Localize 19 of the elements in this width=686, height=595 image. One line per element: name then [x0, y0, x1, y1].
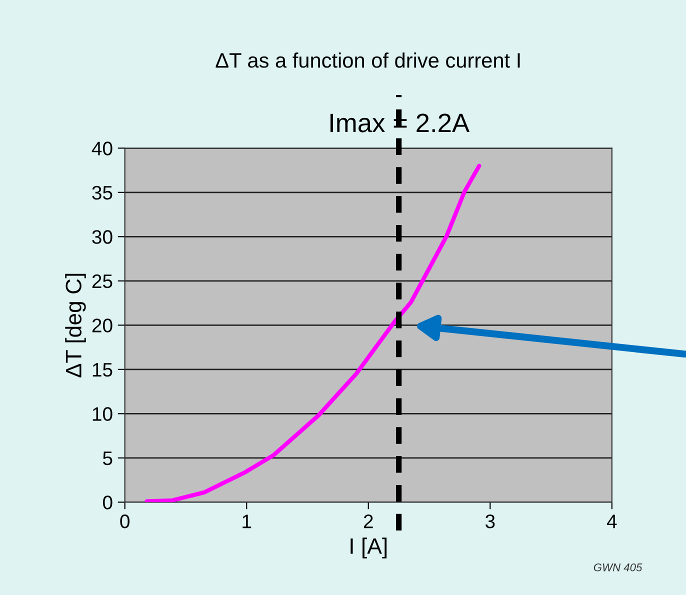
x-tick-label: 4 [606, 514, 617, 528]
y-tick-label: 10 [92, 407, 112, 421]
x-tick-label: 0 [120, 514, 130, 528]
y-tick-label: 25 [92, 274, 112, 288]
y-tick-label: 5 [103, 452, 112, 466]
y-tick-label: 15 [92, 363, 112, 377]
text: GWN 405 [594, 563, 642, 572]
x-axis-title: I [A] [350, 538, 387, 558]
x-tick-label: 3 [485, 514, 495, 528]
y-tick-label: 0 [102, 496, 112, 510]
x-tick-label: 2 [364, 514, 373, 528]
y-axis-title: ΔT [deg C] [65, 274, 86, 378]
y-tick-label: 20 [92, 318, 112, 332]
line-series [144, 164, 482, 502]
y-tick-label: 35 [92, 186, 112, 200]
chart-title: ΔT as a function of drive current I [216, 52, 520, 68]
y-tick-label: 40 [92, 142, 112, 156]
x-tick-label: 1 [242, 514, 252, 528]
y-tick-label: 30 [92, 230, 112, 244]
